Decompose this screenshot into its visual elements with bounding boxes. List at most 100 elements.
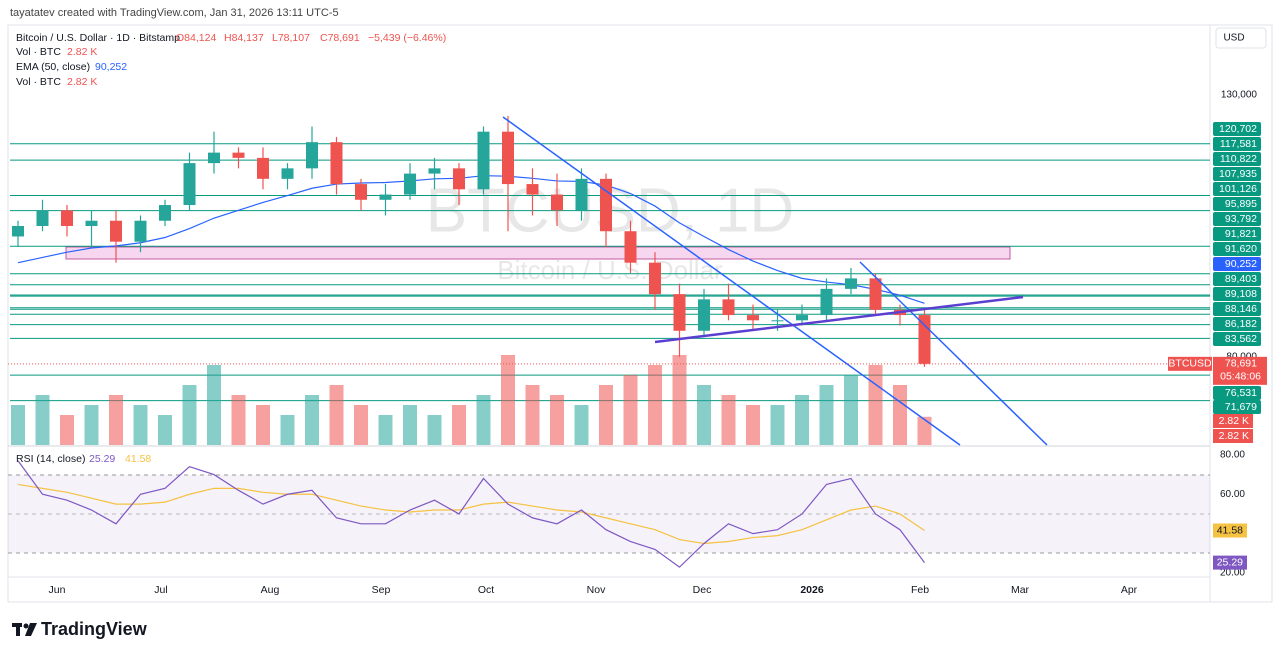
volume-bar	[305, 395, 319, 445]
volume-bar	[329, 385, 344, 445]
volume-bar	[256, 405, 270, 445]
volume-bar	[599, 385, 613, 445]
ohlc-value: −5,439 (−6.46%)	[368, 32, 446, 44]
trend-line	[859, 261, 1048, 446]
candle-body	[575, 178, 588, 211]
rsi-ma-line	[17, 483, 925, 545]
x-tick-label: Apr	[1121, 584, 1138, 596]
candle-body	[502, 131, 514, 185]
rsi-tick-label: 80.00	[1220, 450, 1245, 461]
level-tag	[1213, 182, 1261, 196]
x-tick-label: Jul	[154, 584, 167, 596]
volume-bar	[35, 395, 50, 445]
rsi-tick-label: 20.00	[1220, 568, 1245, 579]
candle-body	[330, 142, 343, 185]
currency[interactable]: USD	[1223, 33, 1244, 44]
candle-body	[600, 178, 612, 232]
candle-body	[110, 220, 122, 242]
x-tick-label: Sep	[372, 584, 391, 596]
level-tag	[1213, 152, 1261, 166]
level-label: 91,821	[1225, 228, 1257, 240]
level-tag	[1213, 287, 1261, 301]
level-label: 117,581	[1220, 138, 1257, 150]
candle-body	[771, 320, 784, 322]
level-tag	[1213, 227, 1261, 241]
volume-bar	[354, 405, 368, 445]
candle-body	[869, 278, 882, 310]
x-tick-label: 2026	[800, 584, 824, 596]
x-tick-label: Oct	[478, 584, 494, 596]
ohlc-value: C78,691	[320, 32, 360, 44]
level-label: 89,108	[1225, 288, 1257, 300]
last-price-tag	[1213, 356, 1267, 385]
last-price: 78,691	[1225, 358, 1257, 370]
level-label: 101,126	[1219, 183, 1257, 195]
volume-label: 2.82 K	[1219, 430, 1249, 442]
volume-bar	[158, 415, 172, 445]
candle-body	[257, 157, 269, 179]
ema-line	[17, 175, 925, 304]
candle-body	[453, 168, 465, 190]
legend-value: 25.29	[89, 453, 115, 465]
chart-frame	[7, 24, 1273, 603]
countdown: 05:48:06	[1220, 371, 1261, 383]
legend-label: Vol · BTC	[16, 76, 61, 88]
legend-value: 41.58	[125, 453, 151, 465]
brand-logo	[12, 623, 37, 636]
candle-body	[159, 205, 171, 221]
volume-tag	[1213, 429, 1253, 443]
rsi-label: 25.29	[1217, 556, 1243, 568]
level-tag	[1213, 386, 1261, 400]
candle-body	[673, 294, 686, 331]
rsi-ma-label: 41.58	[1217, 524, 1243, 536]
level-tag	[1213, 212, 1261, 226]
legend-label: EMA (50, close)	[16, 61, 90, 73]
candle-body	[526, 184, 539, 195]
candle-body	[428, 168, 441, 174]
ohlc-value: L78,107	[272, 32, 310, 44]
candle-body	[208, 152, 220, 164]
candle-body	[820, 288, 833, 316]
candle-body	[355, 184, 367, 200]
rsi-tag	[1213, 555, 1247, 570]
volume-bar	[525, 385, 540, 445]
level-label: 86,182	[1225, 318, 1257, 330]
candle-body	[404, 173, 416, 195]
level-tag	[1213, 400, 1261, 414]
volume-bar	[844, 375, 858, 445]
volume-bar	[550, 395, 564, 445]
rsi-line	[17, 460, 925, 568]
volume-bar	[697, 385, 711, 445]
volume-bar	[648, 365, 662, 445]
rsi-ma-tag	[1213, 523, 1247, 538]
x-tick-label: Nov	[587, 584, 606, 596]
level-tag	[1213, 137, 1261, 151]
level-label: 91,620	[1225, 243, 1257, 255]
volume-bar	[868, 365, 883, 445]
volume-bar	[84, 405, 99, 445]
level-tag	[1213, 332, 1261, 346]
legend-value: 90,252	[95, 61, 127, 73]
currency-button[interactable]	[1215, 27, 1267, 49]
level-label: 120,702	[1219, 123, 1257, 135]
volume-bar	[501, 355, 515, 445]
candle-body	[134, 220, 147, 242]
candle-body	[183, 163, 196, 206]
volume-bar	[452, 405, 466, 445]
volume-bar	[672, 355, 687, 445]
candle-body	[845, 278, 857, 289]
legend-label: Vol · BTC	[16, 46, 61, 58]
candle-body	[232, 152, 245, 158]
volume-bar	[378, 415, 393, 445]
candle-body	[85, 220, 98, 226]
candle-body	[649, 262, 661, 295]
credit: tayatatev created with TradingView.com, …	[10, 7, 339, 19]
zone-box	[65, 246, 1011, 260]
level-tag	[1213, 242, 1261, 256]
candle-body	[477, 131, 490, 190]
brand: TradingView	[41, 619, 148, 639]
volume-bar	[795, 395, 809, 445]
trend-line	[502, 116, 961, 446]
candle-body	[796, 315, 808, 321]
